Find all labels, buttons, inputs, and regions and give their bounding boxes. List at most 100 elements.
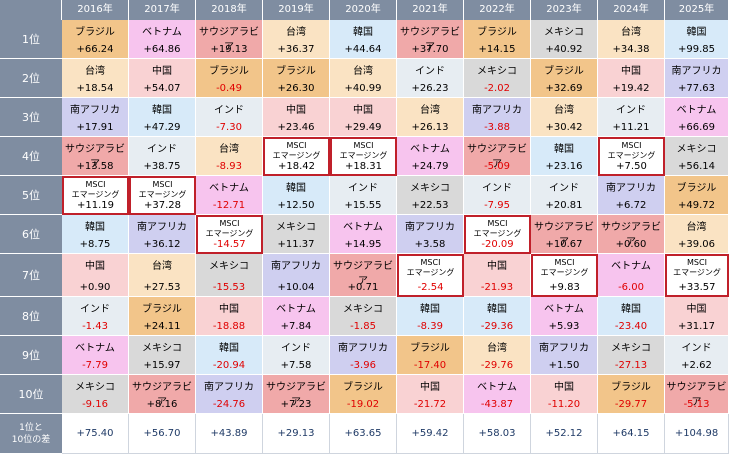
country-name: サウジアラビア: [601, 222, 661, 248]
return-value: +14.95: [344, 239, 382, 250]
return-value: +30.42: [545, 122, 583, 133]
country-name: メキシコ: [544, 27, 584, 38]
return-value: +17.91: [76, 122, 114, 133]
country-cell: 南アフリカ +3.58: [397, 215, 464, 254]
return-value: +0.71: [347, 282, 379, 293]
country-cell: 南アフリカ +77.63: [665, 59, 729, 98]
return-value: +47.29: [143, 122, 181, 133]
country-cell: ブラジル +32.69: [531, 59, 598, 98]
return-value: +23.46: [277, 122, 315, 133]
country-cell: サウジアラビア +19.13: [196, 20, 263, 59]
return-value: +9.83: [549, 282, 580, 293]
country-cell: インド -7.30: [196, 98, 263, 137]
return-value: +26.23: [411, 83, 449, 94]
country-name: メキシコ: [142, 343, 182, 354]
country-name: ブラジル: [676, 183, 717, 194]
country-cell: 韓国 +12.50: [263, 176, 330, 215]
return-value: +27.53: [143, 282, 181, 293]
country-name: メキシコ: [343, 304, 383, 315]
return-value: -19.02: [346, 399, 380, 410]
msci-label: MSCI エマージング: [533, 258, 596, 278]
country-cell: ブラジル -29.77: [598, 375, 665, 414]
country-name: ブラジル: [410, 343, 450, 354]
diff-row-label: 1位と 10位の差: [0, 414, 62, 454]
country-name: ベトナム: [75, 343, 115, 354]
country-name: インド: [549, 183, 579, 194]
country-name: 台湾: [353, 66, 373, 77]
return-value: -5.09: [484, 161, 510, 172]
country-cell: 中国 +23.46: [263, 98, 330, 137]
return-value: +40.92: [545, 44, 583, 55]
return-value: +2.62: [681, 360, 712, 371]
country-name: ベトナム: [209, 183, 249, 194]
country-cell: 南アフリカ -3.96: [330, 336, 397, 375]
country-cell: サウジアラビア +7.23: [263, 375, 330, 414]
country-name: 台湾: [487, 343, 507, 354]
return-value: +1.50: [548, 360, 580, 371]
country-name: サウジアラビア: [534, 222, 594, 248]
diff-value: +58.03: [464, 414, 531, 454]
country-name: メキシコ: [75, 382, 115, 393]
country-cell: 台湾 +27.53: [129, 254, 196, 297]
country-name: インド: [681, 343, 712, 354]
country-cell: 韓国 -23.40: [598, 297, 665, 336]
country-cell: 韓国 +8.75: [62, 215, 129, 254]
country-name: ブラジル: [75, 27, 115, 38]
country-name: 台湾: [85, 66, 105, 77]
return-value: +23.16: [545, 161, 583, 172]
return-value: +34.38: [612, 44, 650, 55]
country-name: メキシコ: [209, 261, 249, 272]
country-name: 韓国: [152, 105, 172, 116]
msci-label-line1: MSCI: [219, 219, 240, 228]
return-value: +7.50: [616, 161, 647, 172]
msci-emerging-cell: MSCI エマージング +18.42: [263, 137, 330, 176]
return-value: +54.07: [143, 83, 181, 94]
country-name: インド: [482, 183, 512, 194]
return-value: +7.58: [280, 360, 312, 371]
country-cell: 台湾 +18.54: [62, 59, 129, 98]
return-value: +8.75: [79, 239, 111, 250]
diff-value: +59.42: [397, 414, 464, 454]
diff-value: +29.13: [263, 414, 330, 454]
country-cell: ベトナム -6.00: [598, 254, 665, 297]
return-value: -6.00: [618, 282, 644, 293]
country-name: 韓国: [219, 343, 239, 354]
country-name: インド: [616, 105, 646, 116]
country-cell: 韓国 +44.64: [330, 20, 397, 59]
country-cell: 韓国 -29.36: [464, 297, 531, 336]
msci-emerging-cell: MSCI エマージング +9.83: [531, 254, 598, 297]
return-value: +0.90: [79, 282, 111, 293]
country-name: ベトナム: [276, 304, 316, 315]
diff-value: +56.70: [129, 414, 196, 454]
country-name: ブラジル: [209, 66, 249, 77]
return-value: +13.58: [76, 161, 114, 172]
country-name: メキシコ: [276, 222, 316, 233]
country-cell: メキシコ -1.85: [330, 297, 397, 336]
return-value: +44.64: [344, 44, 382, 55]
rank-label: 2位: [0, 59, 62, 98]
return-value: +10.67: [545, 239, 583, 250]
country-name: 南アフリカ: [472, 105, 522, 116]
country-cell: ベトナム +64.86: [129, 20, 196, 59]
country-cell: メキシコ +22.53: [397, 176, 464, 215]
msci-label: MSCI エマージング: [466, 219, 529, 239]
country-cell: メキシコ -2.02: [464, 59, 531, 98]
return-value: -17.40: [413, 360, 447, 371]
country-cell: 台湾 +40.99: [330, 59, 397, 98]
country-name: 中国: [686, 304, 707, 315]
msci-label: MSCI エマージング: [64, 180, 127, 200]
country-cell: 中国 -21.72: [397, 375, 464, 414]
country-name: 台湾: [152, 261, 172, 272]
return-value: +38.75: [143, 161, 181, 172]
country-cell: 韓国 +23.16: [531, 137, 598, 176]
country-cell: メキシコ +11.37: [263, 215, 330, 254]
return-value: +22.53: [411, 200, 449, 211]
country-cell: メキシコ -15.53: [196, 254, 263, 297]
return-value: +3.58: [414, 239, 446, 250]
msci-emerging-cell: MSCI エマージング +37.28: [129, 176, 196, 215]
country-cell: ブラジル +24.11: [129, 297, 196, 336]
country-name: インド: [415, 66, 445, 77]
return-value: -8.93: [216, 161, 242, 172]
country-name: サウジアラビア: [333, 261, 393, 287]
country-name: サウジアラビア: [400, 27, 460, 53]
